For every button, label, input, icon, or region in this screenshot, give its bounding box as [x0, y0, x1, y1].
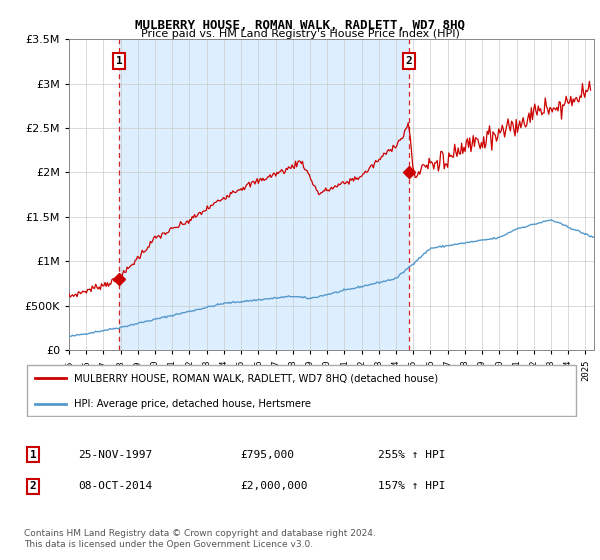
Text: MULBERRY HOUSE, ROMAN WALK, RADLETT, WD7 8HQ: MULBERRY HOUSE, ROMAN WALK, RADLETT, WD7… [135, 19, 465, 32]
Text: 157% ↑ HPI: 157% ↑ HPI [378, 481, 445, 491]
Text: Contains HM Land Registry data © Crown copyright and database right 2024.
This d: Contains HM Land Registry data © Crown c… [24, 529, 376, 549]
Text: 25-NOV-1997: 25-NOV-1997 [78, 450, 152, 460]
FancyBboxPatch shape [27, 365, 577, 416]
Text: £2,000,000: £2,000,000 [240, 481, 308, 491]
Text: Price paid vs. HM Land Registry's House Price Index (HPI): Price paid vs. HM Land Registry's House … [140, 29, 460, 39]
Text: £795,000: £795,000 [240, 450, 294, 460]
Text: 1: 1 [116, 56, 122, 66]
Text: MULBERRY HOUSE, ROMAN WALK, RADLETT, WD7 8HQ (detached house): MULBERRY HOUSE, ROMAN WALK, RADLETT, WD7… [74, 374, 439, 384]
Text: 1: 1 [29, 450, 37, 460]
Text: HPI: Average price, detached house, Hertsmere: HPI: Average price, detached house, Hert… [74, 399, 311, 409]
Text: 08-OCT-2014: 08-OCT-2014 [78, 481, 152, 491]
Text: 255% ↑ HPI: 255% ↑ HPI [378, 450, 445, 460]
Text: 2: 2 [406, 56, 412, 66]
Text: 2: 2 [29, 481, 37, 491]
Bar [119, 39, 409, 350]
